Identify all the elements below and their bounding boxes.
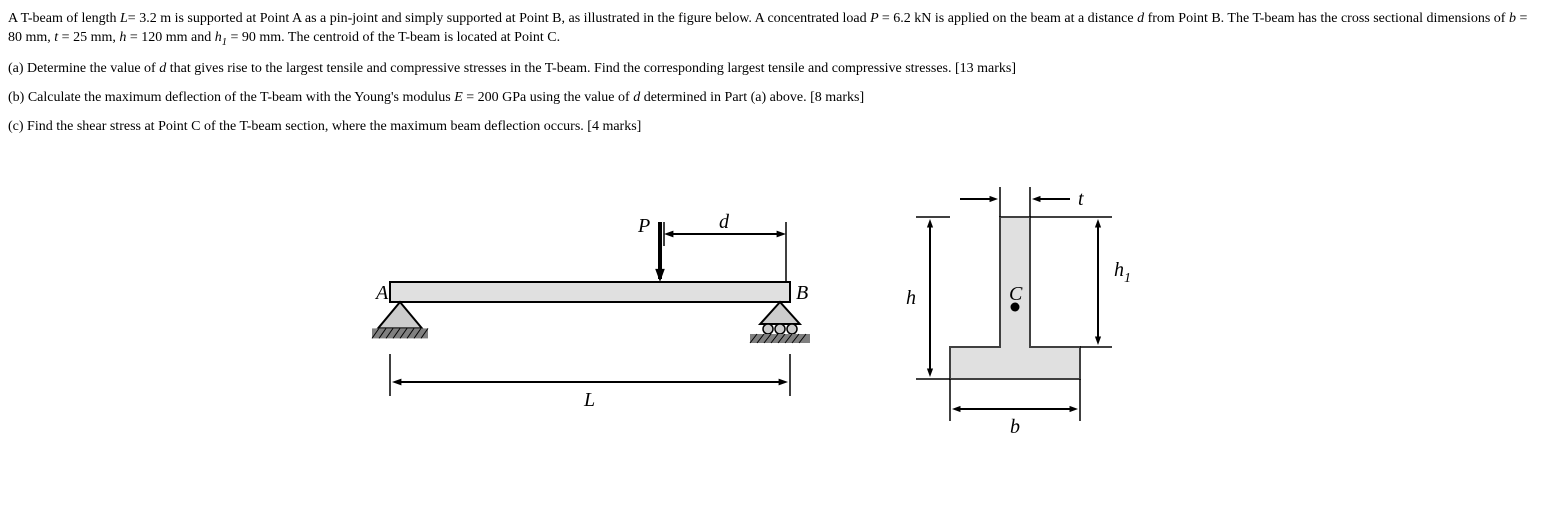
text: from Point B. The T-beam has the cross s… xyxy=(1148,11,1509,26)
svg-text:A: A xyxy=(374,282,389,304)
text: A T-beam of length xyxy=(8,11,120,26)
sym-P: P xyxy=(870,11,882,26)
beam-diagram: A B Pd L xyxy=(360,192,820,422)
text: (c) Find the shear stress at Point C of … xyxy=(8,119,641,134)
part-b: (b) Calculate the maximum deflection of … xyxy=(8,89,1541,108)
figure-container: A B Pd L Ct h h1 b xyxy=(8,167,1541,447)
svg-text:C: C xyxy=(1009,283,1023,305)
text: = 120 mm and xyxy=(130,30,215,45)
text: (a) Determine the value of xyxy=(8,61,159,76)
sym-d: d xyxy=(1137,11,1148,26)
svg-text:P: P xyxy=(637,215,650,237)
svg-text:h1: h1 xyxy=(1114,259,1131,286)
text: = 25 mm, xyxy=(62,30,120,45)
sym-t: t xyxy=(54,30,61,45)
svg-text:t: t xyxy=(1078,188,1084,210)
svg-text:b: b xyxy=(1010,416,1020,438)
svg-text:B: B xyxy=(796,282,808,304)
text: = 90 mm. The centroid of the T-beam is l… xyxy=(227,30,560,45)
sym-L: L xyxy=(120,11,128,26)
section-diagram: Ct h h1 b xyxy=(850,167,1190,447)
intro-paragraph: A T-beam of length L= 3.2 m is supported… xyxy=(8,10,1541,50)
svg-text:L: L xyxy=(583,389,595,411)
sym-b: b xyxy=(1509,11,1520,26)
part-c: (c) Find the shear stress at Point C of … xyxy=(8,118,1541,137)
svg-text:h: h xyxy=(906,287,916,309)
problem-statement: A T-beam of length L= 3.2 m is supported… xyxy=(8,10,1541,137)
text: = 3.2 m is supported at Point A as a pin… xyxy=(128,11,870,26)
text: (b) Calculate the maximum deflection of … xyxy=(8,90,454,105)
sym-h1-stem: h xyxy=(215,30,222,45)
text: = 6.2 kN is applied on the beam at a dis… xyxy=(882,11,1137,26)
sym-d: d xyxy=(633,90,644,105)
sym-E: E xyxy=(454,90,466,105)
text: determined in Part (a) above. [8 marks] xyxy=(644,90,864,105)
svg-text:d: d xyxy=(719,211,730,233)
beam-svg: A B Pd L xyxy=(360,192,820,422)
text: that gives rise to the largest tensile a… xyxy=(170,61,1016,76)
sym-d: d xyxy=(159,61,170,76)
text: = 200 GPa using the value of xyxy=(466,90,633,105)
section-svg: Ct h h1 b xyxy=(850,167,1190,447)
sym-h: h xyxy=(119,30,130,45)
part-a: (a) Determine the value of d that gives … xyxy=(8,60,1541,79)
